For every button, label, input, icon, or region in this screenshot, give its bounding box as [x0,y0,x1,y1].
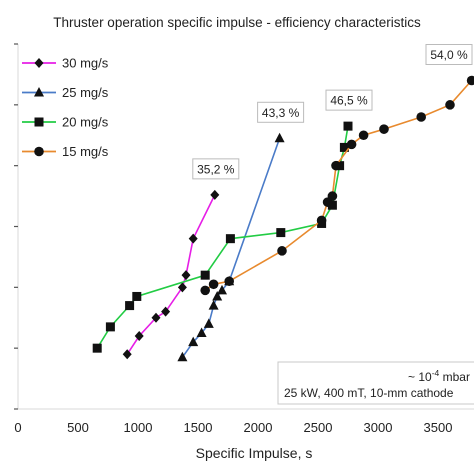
x-tick-label: 1000 [124,420,153,435]
info-box-frame [277,361,474,405]
x-axis-label: Specific Impulse, s [196,445,313,461]
data-point [224,276,234,287]
callout-frame [192,158,240,180]
series-20-mg-s [92,121,353,353]
data-point [122,349,132,360]
data-point [416,112,427,122]
efficiency-callout: 54,0 % [425,44,473,65]
data-point [316,215,327,226]
data-point [188,233,198,244]
data-point [331,160,341,171]
data-point [151,312,161,323]
data-point [200,285,210,296]
legend-item: 30 mg/s [22,56,109,71]
data-point [358,130,369,141]
data-point [346,139,357,150]
callout-frame [425,44,473,65]
legend-marker [34,58,44,68]
info-box-pressure: ~ 10-4 mbar [408,368,470,384]
y-axis-ticks [14,43,18,410]
data-point [92,343,102,353]
data-point [125,301,135,311]
data-point [327,191,338,201]
efficiency-callout: 46,5 % [325,89,373,111]
data-point [132,291,142,301]
x-axis-ticks: 0 500 1000 1500 2000 2500 3000 3500 [14,420,452,435]
data-point [212,290,223,301]
x-tick-label: 2500 [304,420,333,435]
data-point [210,189,220,200]
data-point [177,351,188,362]
legend: 30 mg/s 25 mg/s 20 mg/s 15 mg/s [22,56,109,159]
data-point [327,200,337,210]
efficiency-callout: 35,2 % [192,158,240,180]
data-point [208,279,219,290]
data-point [188,336,199,347]
data-point [225,234,235,244]
callout-label: 35,2 % [197,162,235,176]
legend-item: 25 mg/s [22,85,109,100]
callout-frame [325,89,373,111]
legend-marker [34,117,44,127]
legend-marker [34,87,44,97]
data-point [208,300,219,310]
series-line [126,194,216,355]
callout-frame [257,101,305,123]
data-point [277,246,287,256]
legend-label: 30 mg/s [62,56,109,71]
data-point [276,228,286,238]
data-point [177,282,187,293]
data-point [445,100,455,110]
x-tick-label: 0 [14,420,21,435]
data-point [161,306,171,317]
x-tick-label: 1500 [184,420,213,435]
data-point [343,121,353,131]
callout-label: 43,3 % [262,106,300,120]
x-tick-label: 500 [67,420,89,435]
legend-label: 25 mg/s [62,85,109,100]
efficiency-callout: 43,3 % [257,101,305,123]
series-30-mg-s [122,189,220,360]
data-point [466,75,474,86]
legend-label: 15 mg/s [62,144,109,159]
data-point [200,270,210,280]
chart-title: Thruster operation specific impulse - ef… [53,15,421,30]
series-line [204,79,473,292]
data-point [134,331,144,341]
x-tick-label: 3000 [364,420,393,435]
legend-item: 20 mg/s [22,115,109,130]
callout-label: 54,0 % [430,48,468,62]
data-point [196,327,207,337]
x-tick-label: 3500 [424,420,453,435]
data-point [203,318,214,328]
series-layer [92,75,474,362]
data-point [105,322,115,332]
annotation-layer: 35,2 % 43,3 % 46,5 % 54,0 % [192,44,473,180]
data-point [339,142,349,152]
series-15-mg-s [200,75,474,296]
data-point [379,124,389,134]
info-box-pressure-unit: mbar [439,370,470,384]
data-point [217,284,227,295]
x-tick-label: 2000 [244,420,273,435]
info-box-conditions: 25 kW, 400 mT, 10-mm cathode [284,386,454,400]
info-box-pressure-base: ~ 10 [408,370,432,384]
legend-marker [34,146,44,157]
callout-label: 46,5 % [330,94,368,108]
info-box: ~ 10-4 mbar 25 kW, 400 mT, 10-mm cathode [277,361,474,405]
data-point [181,270,191,281]
legend-label: 20 mg/s [62,115,109,130]
data-point [274,132,285,143]
info-box-pressure-exponent: -4 [432,368,440,378]
legend-item: 15 mg/s [22,144,109,159]
